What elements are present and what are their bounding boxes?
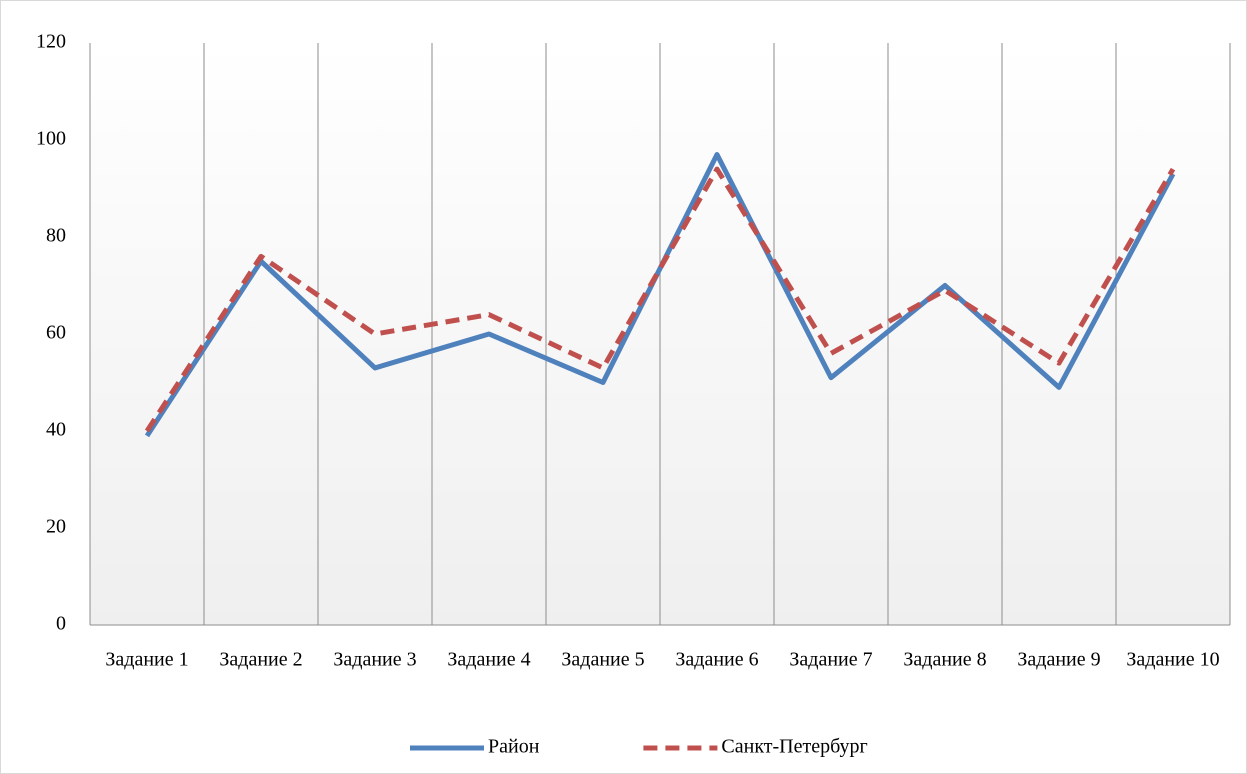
y-tick-label: 60 xyxy=(46,322,66,344)
x-tick-label: Задание 1 xyxy=(105,649,188,671)
x-tick-label: Задание 6 xyxy=(675,649,758,671)
y-tick-label: 80 xyxy=(46,225,66,247)
y-tick-label: 40 xyxy=(46,419,66,441)
legend-label: Район xyxy=(488,736,540,758)
legend-label: Санкт-Петербург xyxy=(721,736,867,758)
y-tick-label: 120 xyxy=(36,31,66,53)
y-tick-label: 20 xyxy=(46,516,66,538)
x-tick-label: Задание 3 xyxy=(333,649,416,671)
series-line xyxy=(144,166,1176,433)
y-tick-label: 100 xyxy=(36,128,66,150)
x-tick-label: Задание 7 xyxy=(789,649,872,671)
x-tick-label: Задание 5 xyxy=(561,649,644,671)
x-tick-label: Задание 2 xyxy=(219,649,302,671)
series-line xyxy=(144,152,1176,438)
x-tick-label: Задание 8 xyxy=(903,649,986,671)
x-tick-label: Задание 10 xyxy=(1126,649,1219,671)
x-tick-label: Задание 9 xyxy=(1017,649,1100,671)
y-tick-label: 0 xyxy=(56,613,66,635)
x-tick-label: Задание 4 xyxy=(447,649,530,671)
